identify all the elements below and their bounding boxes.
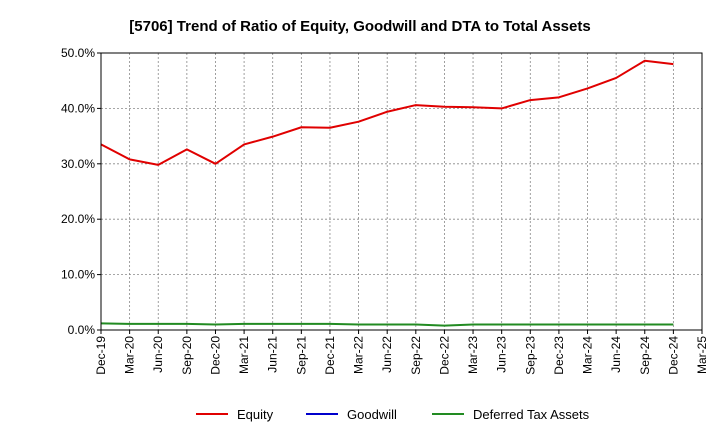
y-axis: 0.0% 10.0% 20.0% 30.0% 40.0% 50.0% bbox=[61, 46, 101, 337]
x-axis: Dec-19 Mar-20 Jun-20 Sep-20 Dec-20 Mar-21 Jun-… bbox=[94, 330, 709, 375]
x-tick-label: Dec-22 bbox=[437, 336, 451, 375]
y-tick-label: 0.0% bbox=[68, 323, 96, 337]
legend-label-goodwill: Goodwill bbox=[347, 407, 397, 422]
x-tick-label: Jun-24 bbox=[609, 336, 623, 373]
x-tick-label: Mar-24 bbox=[581, 336, 595, 374]
x-tick-label: Sep-24 bbox=[638, 336, 652, 375]
x-tick-label: Mar-21 bbox=[237, 336, 251, 374]
x-tick-label: Jun-23 bbox=[495, 336, 509, 373]
grid bbox=[101, 53, 702, 330]
y-tick-label: 30.0% bbox=[61, 157, 95, 171]
x-tick-label: Dec-20 bbox=[208, 336, 222, 375]
x-tick-label: Dec-21 bbox=[323, 336, 337, 375]
x-tick-label: Mar-25 bbox=[695, 336, 709, 374]
x-tick-label: Jun-21 bbox=[266, 336, 280, 373]
series-line-equity bbox=[100, 59, 674, 166]
y-tick-label: 40.0% bbox=[61, 101, 95, 115]
x-tick-label: Jun-22 bbox=[380, 336, 394, 373]
x-tick-label: Sep-22 bbox=[409, 336, 423, 375]
x-tick-label: Dec-23 bbox=[552, 336, 566, 375]
plot-area bbox=[100, 52, 703, 331]
x-tick-label: Mar-22 bbox=[352, 336, 366, 374]
x-tick-label: Sep-21 bbox=[294, 336, 308, 375]
series-line-deferred-tax-assets bbox=[100, 322, 674, 327]
x-tick-label: Dec-19 bbox=[94, 336, 108, 375]
x-tick-label: Mar-20 bbox=[123, 336, 137, 374]
chart-title: [5706] Trend of Ratio of Equity, Goodwil… bbox=[129, 18, 590, 35]
x-tick-label: Sep-23 bbox=[523, 336, 537, 375]
x-tick-label: Mar-23 bbox=[466, 336, 480, 374]
legend-label-deferred-tax-assets: Deferred Tax Assets bbox=[473, 407, 590, 422]
legend: Equity Goodwill Deferred Tax Assets bbox=[196, 407, 590, 422]
y-tick-label: 20.0% bbox=[61, 212, 95, 226]
series-lines bbox=[100, 59, 674, 327]
legend-label-equity: Equity bbox=[237, 407, 274, 422]
x-tick-label: Dec-24 bbox=[666, 336, 680, 375]
x-tick-label: Sep-20 bbox=[180, 336, 194, 375]
y-tick-label: 10.0% bbox=[61, 268, 95, 282]
x-tick-label: Jun-20 bbox=[151, 336, 165, 373]
y-tick-label: 50.0% bbox=[61, 46, 95, 60]
